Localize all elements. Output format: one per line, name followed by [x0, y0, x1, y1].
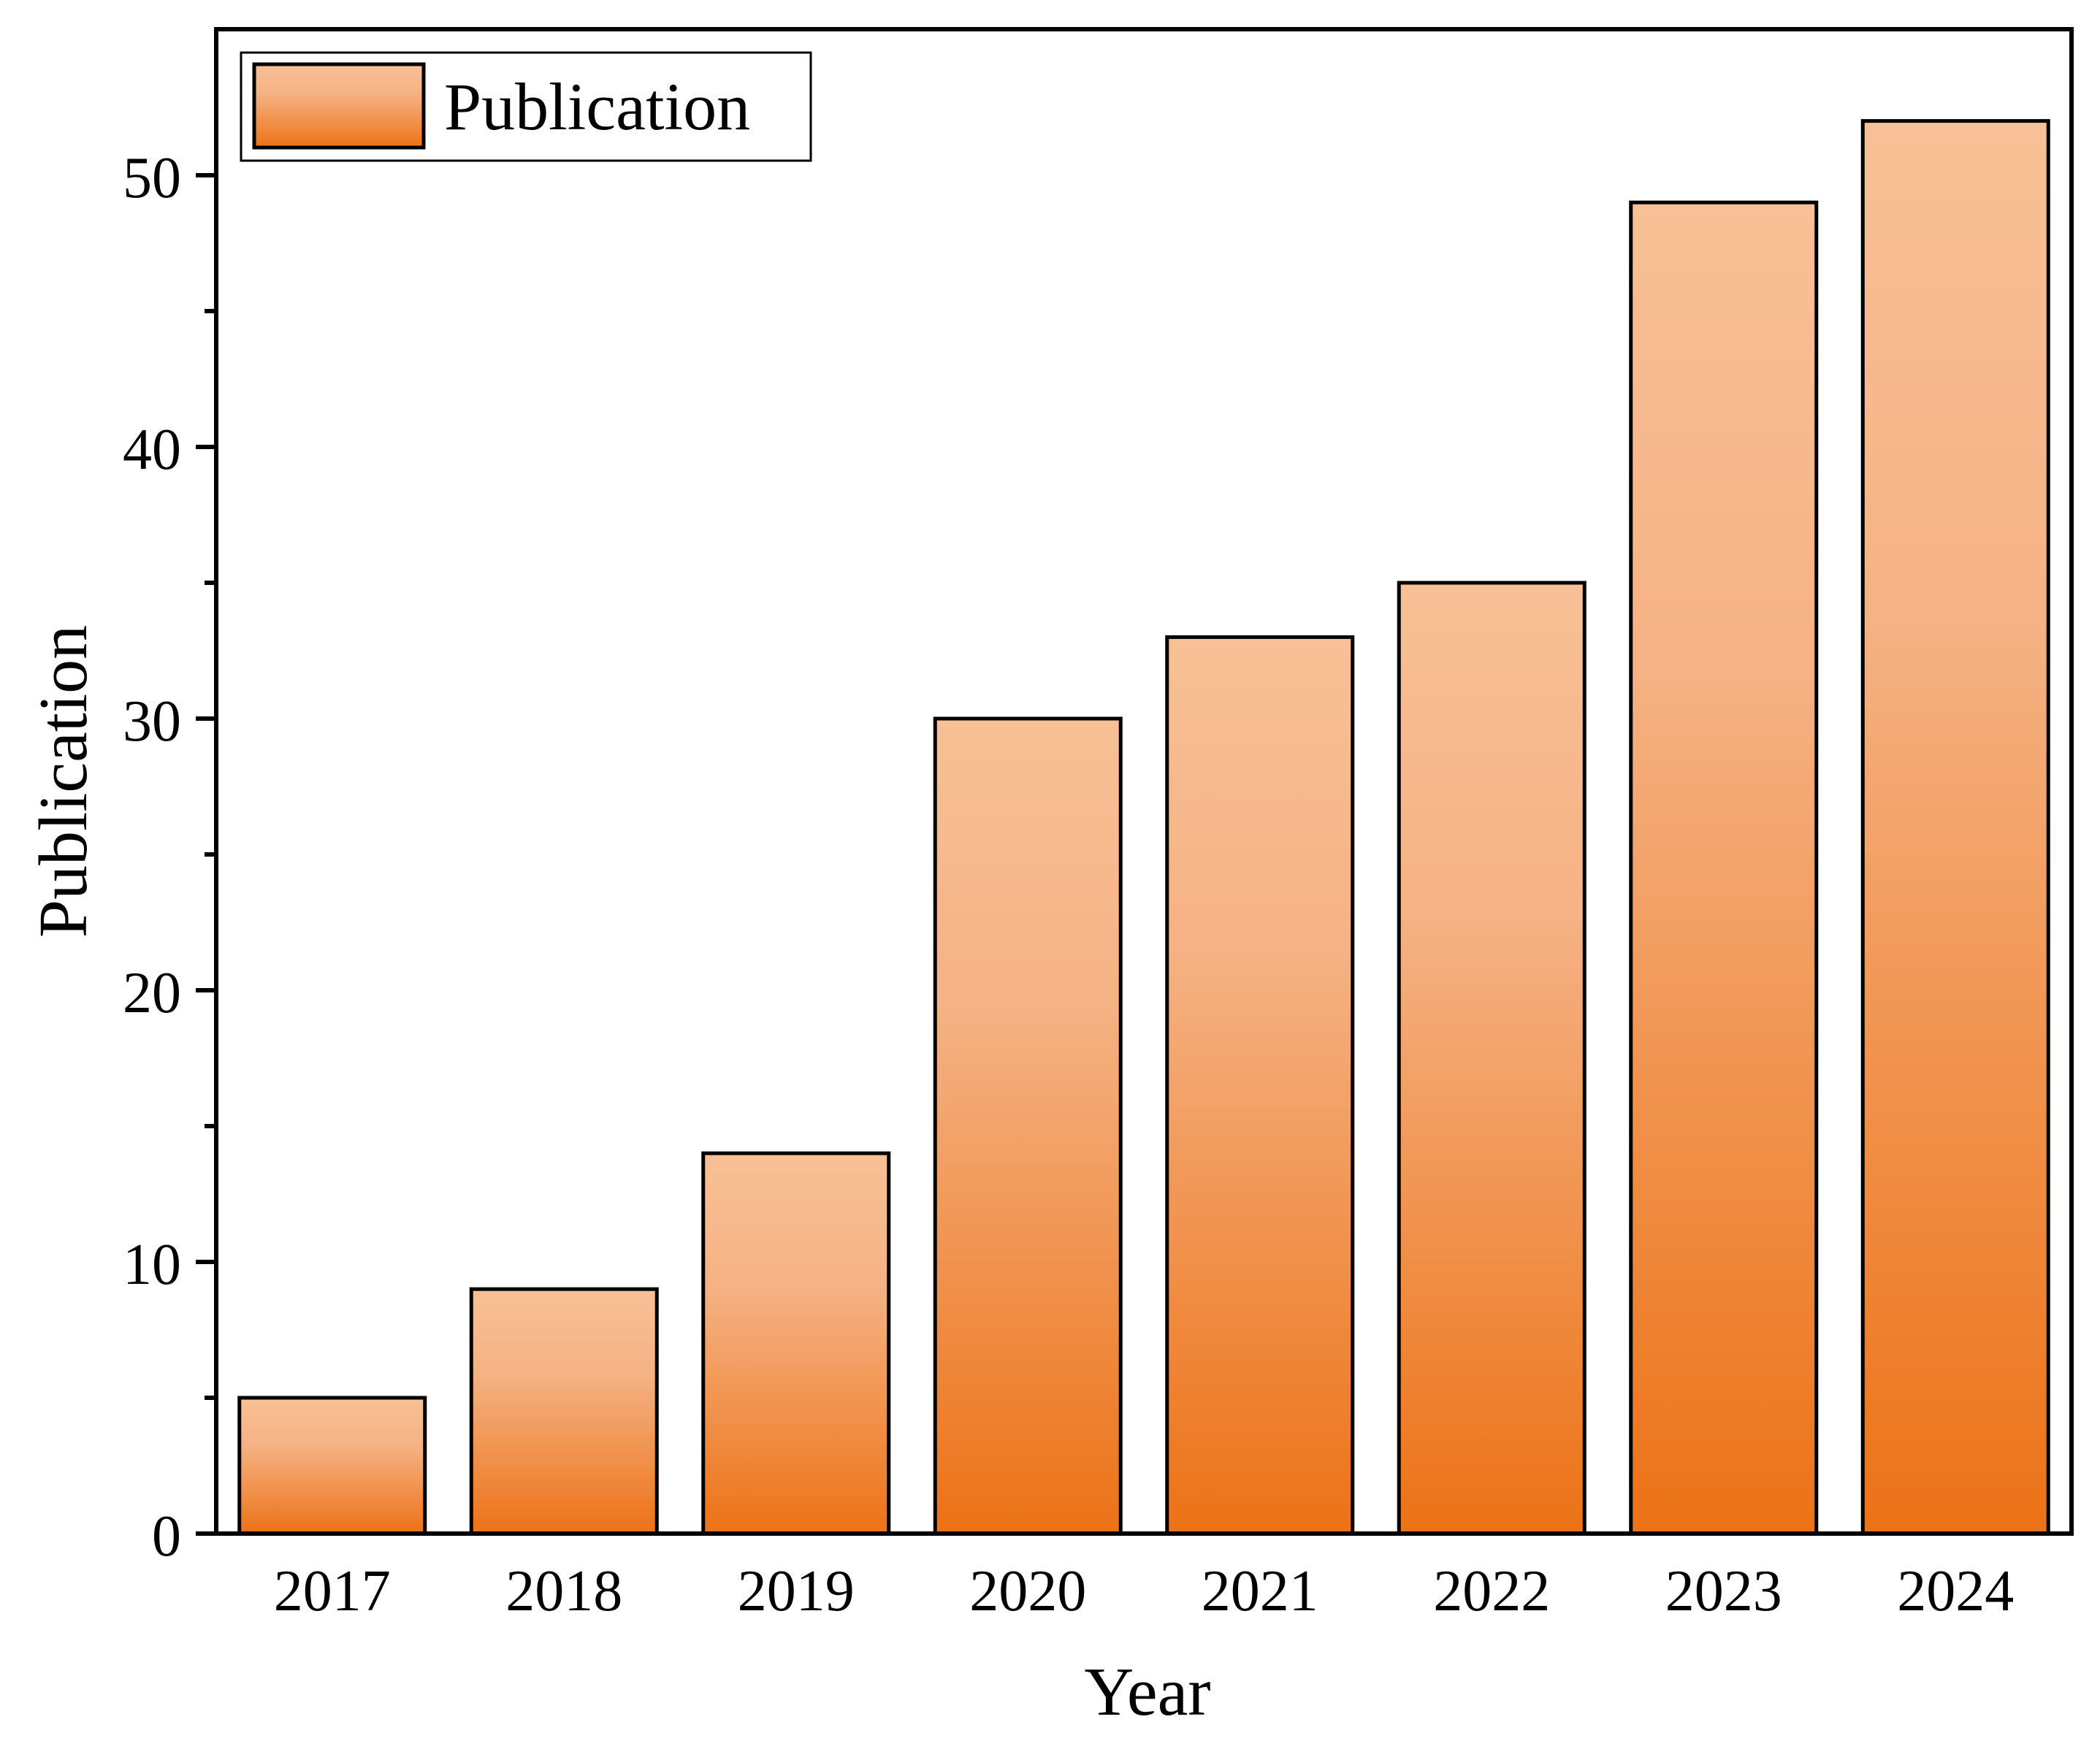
- x-tick-label: 2017: [274, 1559, 391, 1623]
- y-tick-label: 30: [123, 689, 181, 754]
- x-tick-label: 2024: [1897, 1559, 2014, 1623]
- y-tick-label: 20: [123, 961, 181, 1025]
- bars-group: [237, 119, 2050, 1536]
- y-axis: 0 10 20 30 40 50: [123, 146, 216, 1569]
- x-axis: 2017 2018 2019 2020 2021 2022 2023 2024: [274, 1559, 2015, 1623]
- bar-2024: [1860, 119, 2050, 1536]
- legend-label: Publication: [444, 69, 750, 144]
- bar-2018: [469, 1287, 659, 1536]
- x-tick-label: 2018: [505, 1559, 622, 1623]
- y-tick-label: 40: [123, 418, 181, 482]
- bar-2019: [701, 1151, 891, 1536]
- y-tick-label: 10: [123, 1233, 181, 1297]
- x-tick-label: 2022: [1433, 1559, 1550, 1623]
- bar-2021: [1165, 635, 1355, 1536]
- legend-swatch: [252, 62, 426, 150]
- y-tick-label: 0: [152, 1504, 181, 1569]
- x-tick-label: 2020: [969, 1559, 1086, 1623]
- bar-2023: [1629, 200, 1819, 1536]
- bar-2022: [1397, 581, 1587, 1536]
- x-axis-label: Year: [1084, 1654, 1210, 1730]
- legend: Publication: [240, 51, 812, 162]
- x-tick-label: 2021: [1202, 1559, 1318, 1623]
- y-tick-label: 50: [123, 146, 181, 210]
- bar-2017: [237, 1396, 427, 1536]
- bar-2020: [933, 716, 1123, 1536]
- x-tick-label: 2019: [738, 1559, 855, 1623]
- plot-frame: [214, 27, 2074, 1536]
- y-axis-label: Publication: [26, 625, 102, 938]
- x-tick-label: 2023: [1665, 1559, 1782, 1623]
